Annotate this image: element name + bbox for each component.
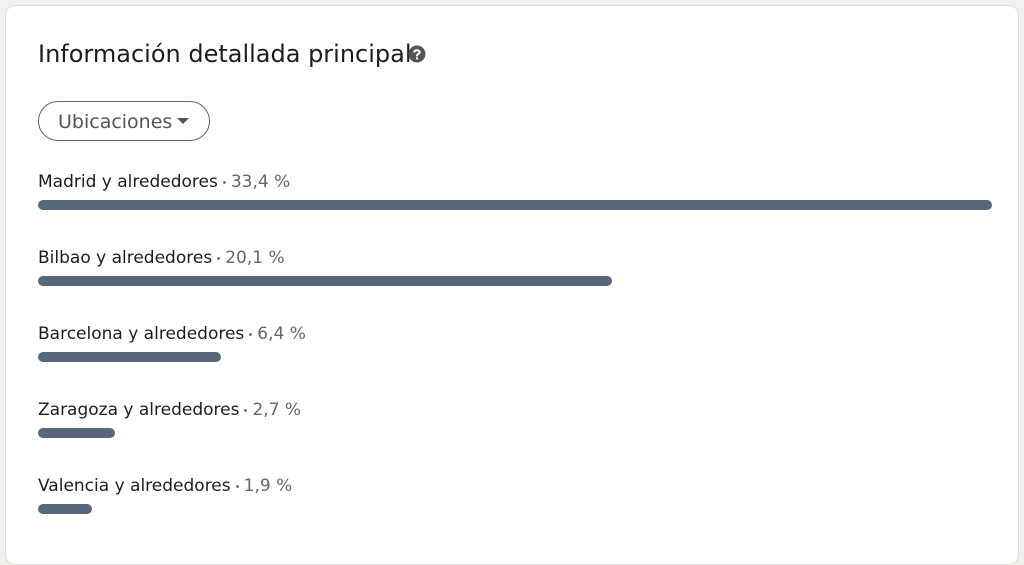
- dropdown-label: Ubicaciones: [58, 111, 173, 133]
- value-label: 20,1 %: [225, 248, 285, 268]
- bar: [38, 504, 93, 514]
- category-label: Valencia y alrededores: [38, 476, 231, 496]
- category-label: Zaragoza y alrededores: [38, 400, 240, 420]
- row-label: Valencia y alrededores 1,9 %: [38, 476, 292, 496]
- row-label: Madrid y alrededores 33,4 %: [38, 172, 290, 192]
- card-title: Información detallada principal: [38, 40, 412, 68]
- value-label: 6,4 %: [257, 324, 306, 344]
- separator-dot: [217, 256, 221, 260]
- category-label: Madrid y alrededores: [38, 172, 218, 192]
- dropdown[interactable]: Ubicaciones: [38, 101, 210, 141]
- category-label: Bilbao y alrededores: [38, 248, 213, 268]
- separator-dot: [244, 408, 248, 412]
- help-icon[interactable]: [408, 45, 426, 63]
- separator-dot: [222, 180, 226, 184]
- row-label: Barcelona y alrededores 6,4 %: [38, 324, 306, 344]
- category-label: Barcelona y alrededores: [38, 324, 245, 344]
- card: Información detallada principal Ubicacio…: [5, 5, 1019, 565]
- bar: [38, 428, 116, 438]
- row-label: Zaragoza y alrededores 2,7 %: [38, 400, 301, 420]
- bar: [38, 352, 221, 362]
- bar: [38, 276, 613, 286]
- separator-dot: [249, 332, 253, 336]
- value-label: 2,7 %: [252, 400, 302, 420]
- bar: [38, 200, 992, 210]
- value-label: 1,9 %: [243, 476, 293, 496]
- separator-dot: [235, 484, 239, 488]
- page: Información detallada principal Ubicacio…: [5, 5, 1019, 565]
- value-label: 33,4 %: [230, 172, 291, 192]
- row-label: Bilbao y alrededores 20,1 %: [38, 248, 285, 268]
- caret-icon: [177, 118, 189, 124]
